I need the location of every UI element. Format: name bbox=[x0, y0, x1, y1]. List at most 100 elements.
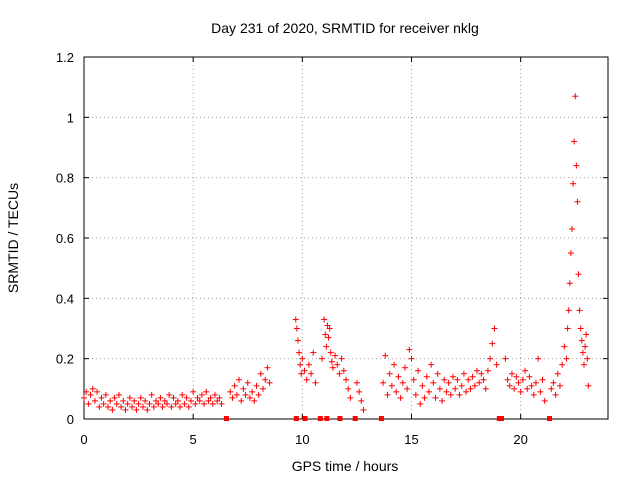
data-point bbox=[513, 373, 520, 380]
data-point bbox=[209, 400, 216, 407]
data-point bbox=[579, 349, 586, 356]
data-point bbox=[183, 394, 190, 401]
data-point bbox=[327, 349, 334, 356]
data-point bbox=[463, 388, 470, 395]
data-point bbox=[504, 376, 511, 383]
data-point bbox=[310, 349, 317, 356]
data-point bbox=[408, 355, 415, 362]
data-point bbox=[126, 394, 133, 401]
data-point bbox=[436, 385, 443, 392]
data-gap-marker bbox=[317, 416, 323, 421]
data-point bbox=[264, 364, 271, 371]
grid-lines bbox=[84, 57, 608, 419]
data-point bbox=[312, 379, 319, 386]
data-point bbox=[207, 394, 214, 401]
data-point bbox=[568, 225, 575, 232]
y-tick-label: 0.4 bbox=[56, 291, 74, 306]
data-gap-marker bbox=[352, 416, 358, 421]
data-point bbox=[395, 373, 402, 380]
data-point bbox=[452, 385, 459, 392]
data-point bbox=[345, 385, 352, 392]
data-point bbox=[410, 376, 417, 383]
data-point bbox=[322, 331, 329, 338]
data-point bbox=[150, 403, 157, 410]
data-point bbox=[111, 394, 118, 401]
data-point bbox=[301, 367, 308, 374]
data-point bbox=[155, 400, 162, 407]
data-point bbox=[447, 391, 454, 398]
data-point bbox=[434, 370, 441, 377]
data-point bbox=[550, 379, 557, 386]
y-tick-label: 0 bbox=[67, 412, 74, 427]
data-point bbox=[91, 397, 98, 404]
data-point bbox=[554, 370, 561, 377]
data-point bbox=[338, 355, 345, 362]
data-point bbox=[334, 361, 341, 368]
data-point bbox=[476, 379, 483, 386]
data-point bbox=[353, 379, 360, 386]
data-point bbox=[113, 400, 120, 407]
data-point bbox=[360, 406, 367, 413]
data-point bbox=[478, 370, 485, 377]
data-gap-marker bbox=[324, 416, 330, 421]
data-point bbox=[482, 385, 489, 392]
data-point bbox=[323, 343, 330, 350]
data-point bbox=[467, 385, 474, 392]
data-point bbox=[563, 355, 570, 362]
data-point bbox=[105, 403, 112, 410]
data-points bbox=[81, 93, 592, 413]
data-point bbox=[133, 406, 140, 413]
data-point bbox=[576, 307, 583, 314]
data-point bbox=[181, 400, 188, 407]
data-point bbox=[465, 376, 472, 383]
data-point bbox=[326, 325, 333, 332]
data-point bbox=[242, 391, 249, 398]
data-point bbox=[489, 340, 496, 347]
data-point bbox=[177, 403, 184, 410]
data-point bbox=[214, 397, 221, 404]
data-point bbox=[415, 367, 422, 374]
data-point bbox=[216, 394, 223, 401]
data-point bbox=[522, 367, 529, 374]
data-point bbox=[238, 397, 245, 404]
data-point bbox=[172, 400, 179, 407]
data-point bbox=[572, 93, 579, 100]
y-axis-label: SRMTID / TECUs bbox=[5, 183, 21, 293]
data-point bbox=[118, 403, 125, 410]
data-point bbox=[163, 400, 170, 407]
data-point bbox=[493, 361, 500, 368]
data-point bbox=[585, 382, 592, 389]
data-point bbox=[573, 162, 580, 169]
y-tick-label: 1.2 bbox=[56, 50, 74, 65]
data-point bbox=[517, 388, 524, 395]
data-point bbox=[107, 397, 114, 404]
data-point bbox=[567, 250, 574, 257]
data-point bbox=[203, 388, 210, 395]
data-point bbox=[146, 400, 153, 407]
data-point bbox=[318, 355, 325, 362]
chart-title: Day 231 of 2020, SRMTID for receiver nkl… bbox=[211, 20, 479, 36]
x-tick-label: 10 bbox=[295, 432, 309, 447]
data-point bbox=[148, 391, 155, 398]
data-point bbox=[185, 403, 192, 410]
data-point bbox=[388, 382, 395, 389]
x-axis-ticks: 0 5 10 15 20 bbox=[80, 57, 528, 447]
data-point bbox=[399, 379, 406, 386]
data-point bbox=[201, 400, 208, 407]
data-point bbox=[122, 406, 129, 413]
data-point bbox=[231, 382, 238, 389]
data-point bbox=[308, 370, 315, 377]
data-point bbox=[347, 394, 354, 401]
data-point bbox=[421, 394, 428, 401]
data-point bbox=[566, 280, 573, 287]
data-point bbox=[137, 394, 144, 401]
x-tick-label: 15 bbox=[404, 432, 418, 447]
data-point bbox=[491, 325, 498, 332]
data-point bbox=[229, 394, 236, 401]
data-point bbox=[584, 355, 591, 362]
data-gap-marker bbox=[547, 416, 553, 421]
data-point bbox=[85, 400, 92, 407]
data-point bbox=[537, 388, 544, 395]
data-point bbox=[157, 394, 164, 401]
